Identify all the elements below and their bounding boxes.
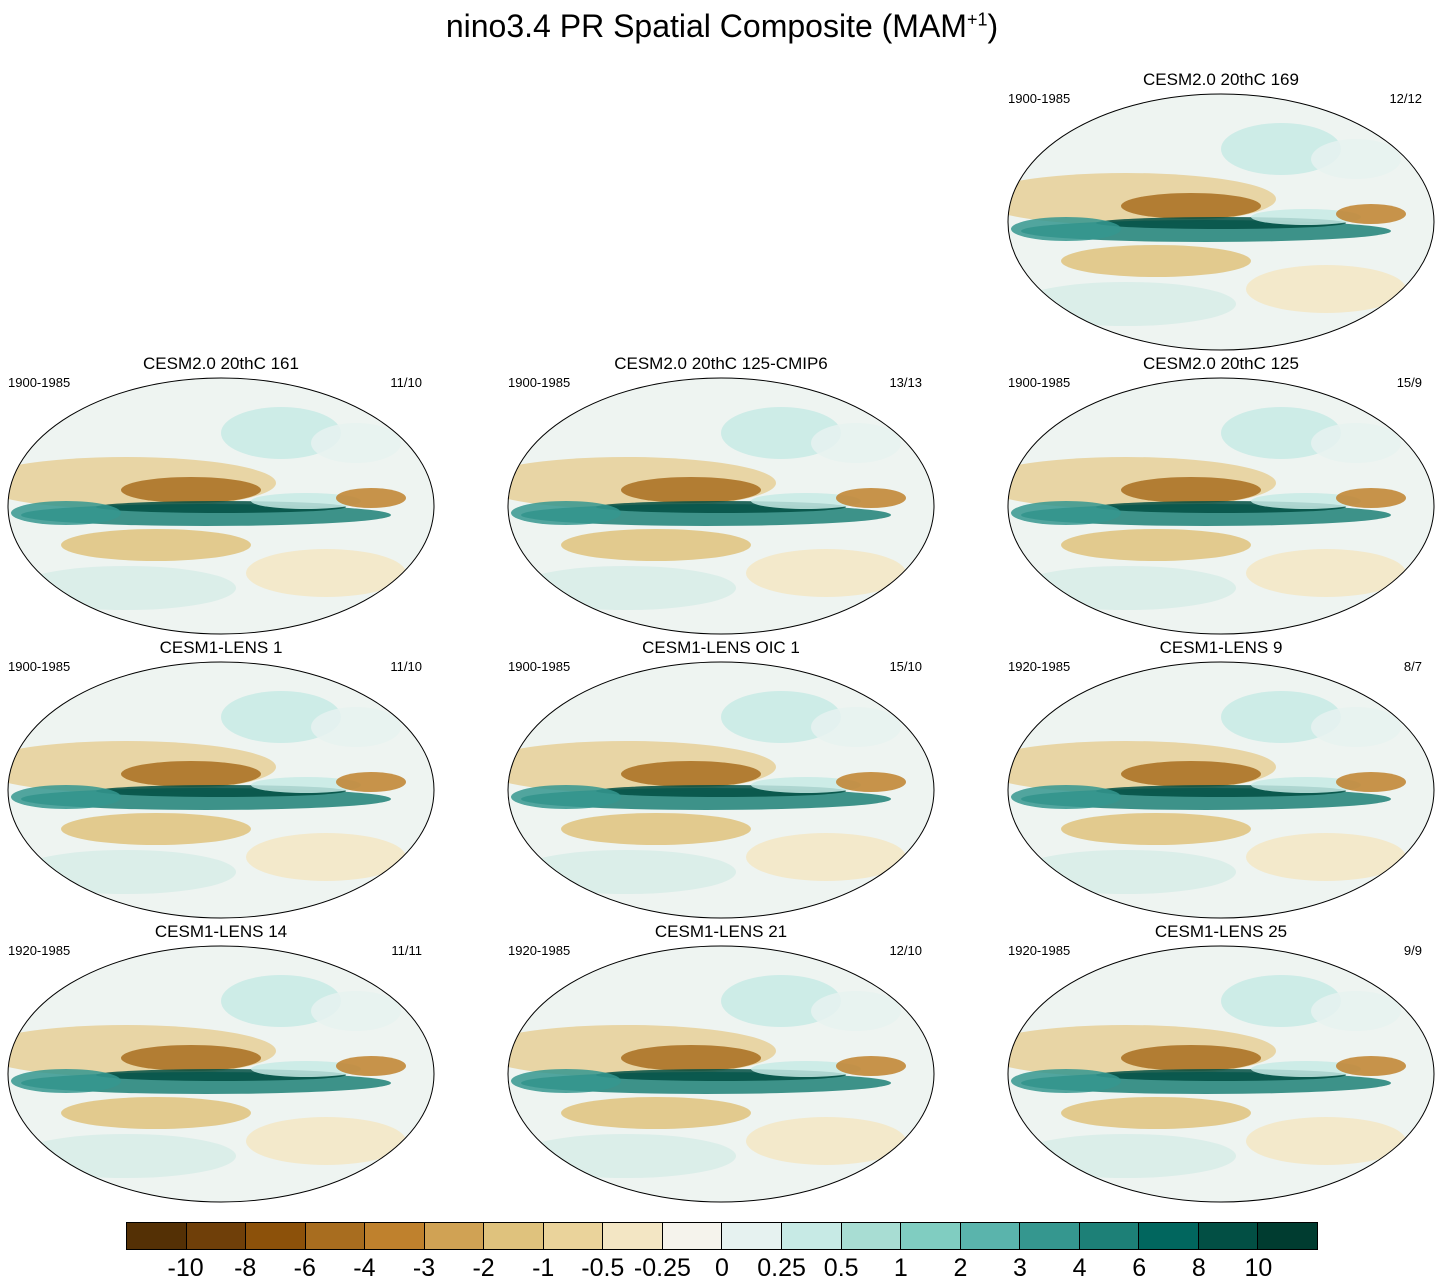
map-panel: CESM2.0 20thC 125 1900-1985 15/9 xyxy=(1006,354,1436,638)
map-panel: CESM1-LENS OIC 1 1900-1985 15/10 xyxy=(506,638,936,922)
panel-period: 1920-1985 xyxy=(1008,943,1071,958)
panel-count: 15/9 xyxy=(1396,375,1422,390)
colorbar-labels: -10 -8 -6 -4 -3 -2 -1 -0.5 -0.25 0 0.25 0.5 1 2 3 4 6 8 10 xyxy=(126,1254,1318,1284)
colorbar-box xyxy=(1258,1223,1317,1249)
colorbar-label: 3 xyxy=(1013,1254,1027,1282)
colorbar-box xyxy=(305,1223,366,1249)
panel-period: 1920-1985 xyxy=(8,943,71,958)
panel-period: 1900-1985 xyxy=(8,375,71,390)
world-map xyxy=(7,661,435,919)
colorbar-label: -6 xyxy=(293,1254,316,1282)
colorbar-label: -1 xyxy=(532,1254,555,1282)
panel-period: 1900-1985 xyxy=(508,659,571,674)
colorbar-box xyxy=(484,1223,544,1249)
colorbar-box xyxy=(960,1223,1021,1249)
world-map xyxy=(1007,377,1435,635)
colorbar-label: -3 xyxy=(412,1254,436,1282)
panel-period: 1900-1985 xyxy=(1008,91,1071,106)
panel-title: CESM1-LENS 9 xyxy=(1159,638,1283,657)
colorbar-label: -4 xyxy=(353,1254,376,1282)
panel-period: 1920-1985 xyxy=(508,943,571,958)
colorbar-label: 8 xyxy=(1191,1254,1206,1282)
colorbar-label: 1 xyxy=(893,1254,908,1282)
colorbar-box xyxy=(782,1223,842,1249)
colorbar-label: 6 xyxy=(1132,1254,1147,1282)
map-panel: CESM1-LENS 25 1920-1985 9/9 xyxy=(1006,922,1436,1206)
panel-period: 1900-1985 xyxy=(1008,375,1071,390)
world-map xyxy=(7,945,435,1203)
panel-title: CESM2.0 20thC 161 xyxy=(143,354,299,373)
panel-title: CESM1-LENS 21 xyxy=(654,922,788,941)
colorbar-label: 4 xyxy=(1072,1254,1087,1282)
panel-count: 13/13 xyxy=(889,375,922,390)
colorbar-label: 10 xyxy=(1244,1254,1273,1282)
map-panel: CESM1-LENS 14 1920-1985 11/11 xyxy=(6,922,436,1206)
world-map xyxy=(7,377,435,635)
colorbar-box xyxy=(1198,1223,1259,1249)
colorbar-label: -0.5 xyxy=(581,1254,625,1282)
panel-title: CESM2.0 20thC 125 xyxy=(1143,354,1299,373)
colorbar-label: -2 xyxy=(472,1254,495,1282)
colorbar-box xyxy=(603,1223,663,1249)
map-panel: CESM2.0 20thC 169 1900-1985 12/12 xyxy=(1006,70,1436,354)
panel-count: 12/10 xyxy=(889,943,922,958)
panel-count: 12/12 xyxy=(1389,91,1422,106)
panel-period: 1900-1985 xyxy=(508,375,571,390)
colorbar-box xyxy=(365,1223,425,1249)
colorbar-label: 2 xyxy=(953,1254,968,1282)
colorbar-label: 0.5 xyxy=(823,1254,859,1282)
panel-title: CESM1-LENS 14 xyxy=(154,922,288,941)
colorbar-box xyxy=(127,1223,187,1249)
world-map xyxy=(507,945,935,1203)
colorbar-label: 0 xyxy=(715,1254,729,1282)
panel-title: CESM1-LENS 1 xyxy=(159,638,283,657)
world-map xyxy=(507,661,935,919)
map-panel: CESM1-LENS 9 1920-1985 8/7 xyxy=(1006,638,1436,922)
panel-title: CESM1-LENS 25 xyxy=(1154,922,1288,941)
colorbar-box xyxy=(1020,1223,1080,1249)
panel-period: 1920-1985 xyxy=(1008,659,1071,674)
colorbar-box xyxy=(543,1223,604,1249)
colorbar-box xyxy=(722,1223,783,1249)
panel-count: 11/10 xyxy=(390,659,422,674)
colorbar-box xyxy=(246,1223,306,1249)
colorbar-box xyxy=(186,1223,247,1249)
map-panel: CESM1-LENS 21 1920-1985 12/10 xyxy=(506,922,936,1206)
colorbar-box xyxy=(662,1223,723,1249)
map-panel: CESM2.0 20thC 125-CMIP6 1900-1985 13/13 xyxy=(506,354,936,638)
world-map xyxy=(1007,661,1435,919)
panel-count: 9/9 xyxy=(1403,943,1422,958)
colorbar-label: -0.25 xyxy=(633,1254,691,1282)
panel-title: CESM2.0 20thC 125-CMIP6 xyxy=(614,354,828,373)
colorbar-box xyxy=(841,1223,902,1249)
panel-count: 11/11 xyxy=(391,943,422,958)
colorbar-box xyxy=(424,1223,485,1249)
colorbar-box xyxy=(901,1223,961,1249)
panel-count: 11/10 xyxy=(390,375,422,390)
world-map xyxy=(507,377,935,635)
world-map xyxy=(1007,93,1435,351)
panel-count: 8/7 xyxy=(1403,659,1422,674)
world-map xyxy=(1007,945,1435,1203)
panel-count: 15/10 xyxy=(889,659,922,674)
colorbar-box xyxy=(1079,1223,1140,1249)
colorbar-label: 0.25 xyxy=(757,1254,806,1282)
figure-title: nino3.4 PR Spatial Composite (MAM+1) xyxy=(445,8,999,44)
colorbar-box xyxy=(1139,1223,1199,1249)
map-panel: CESM2.0 20thC 161 1900-1985 11/10 xyxy=(6,354,436,638)
colorbar-label: -8 xyxy=(234,1254,257,1282)
panel-period: 1900-1985 xyxy=(8,659,71,674)
panel-title: CESM2.0 20thC 169 xyxy=(1143,70,1299,89)
colorbar xyxy=(126,1222,1318,1250)
map-panel: CESM1-LENS 1 1900-1985 11/10 xyxy=(6,638,436,922)
panel-title: CESM1-LENS OIC 1 xyxy=(642,638,800,657)
colorbar-label: -10 xyxy=(167,1254,204,1282)
